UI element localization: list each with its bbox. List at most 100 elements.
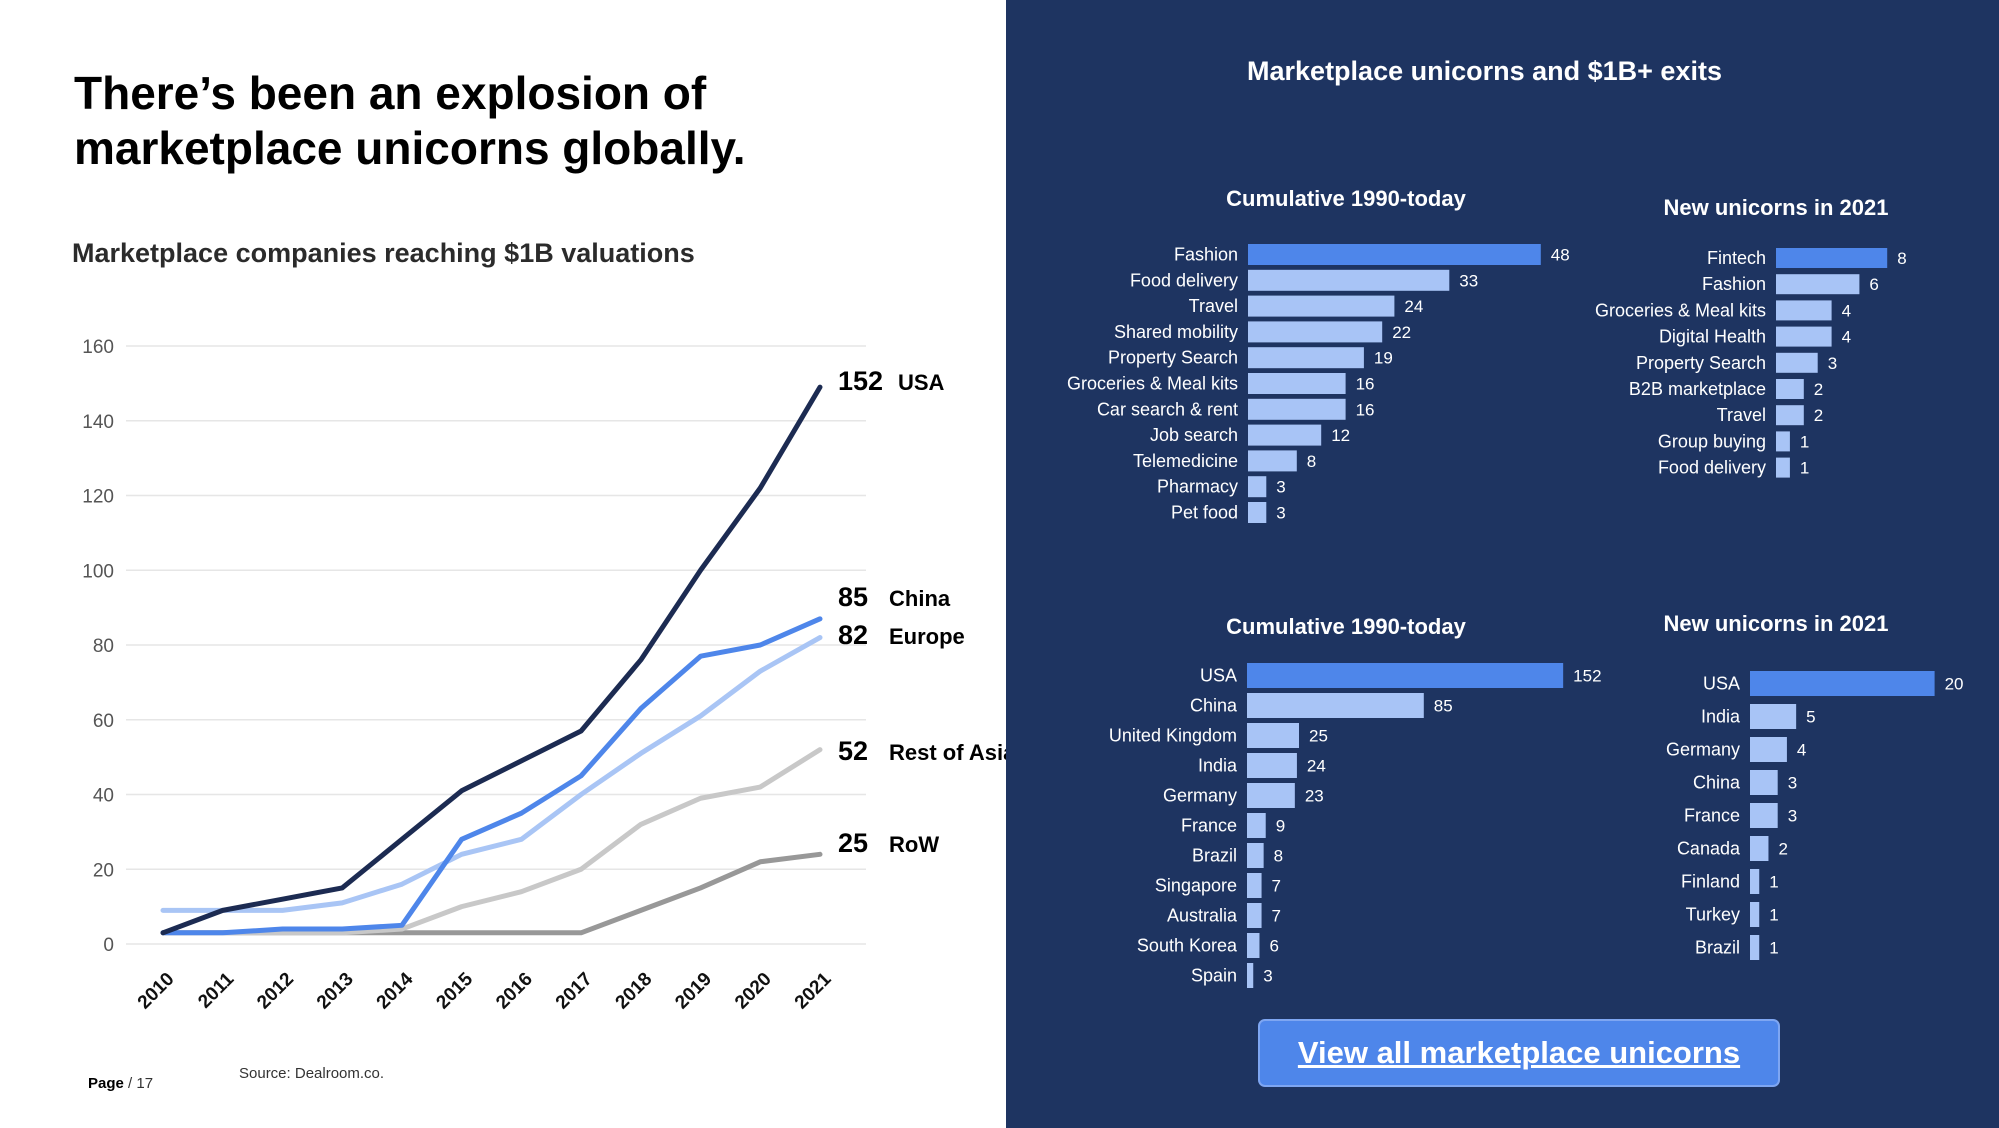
value-label-china: 85 bbox=[1434, 697, 1453, 716]
category-label-india: India bbox=[1198, 756, 1238, 776]
right-panel bbox=[1006, 0, 1999, 1128]
value-label-groceries-meal-kits: 4 bbox=[1842, 301, 1851, 320]
category-label-usa: USA bbox=[1703, 674, 1740, 694]
bar-germany bbox=[1750, 737, 1787, 762]
category-label-food-delivery: Food delivery bbox=[1658, 458, 1766, 478]
bar-travel bbox=[1776, 405, 1804, 426]
bar-spain bbox=[1247, 963, 1254, 988]
value-label-travel: 24 bbox=[1404, 297, 1423, 316]
value-label-china: 3 bbox=[1788, 774, 1797, 793]
value-label-digital-health: 4 bbox=[1842, 328, 1851, 347]
bar-groceries-meal-kits bbox=[1248, 373, 1346, 394]
bar-food-delivery bbox=[1248, 269, 1450, 291]
value-label-groceries-meal-kits: 16 bbox=[1356, 375, 1375, 394]
series-line-europe bbox=[160, 635, 823, 913]
y-tick-label: 80 bbox=[93, 636, 114, 657]
value-label-brazil: 8 bbox=[1274, 847, 1283, 866]
value-label-b2b-marketplace: 2 bbox=[1814, 380, 1823, 399]
category-label-property-search: Property Search bbox=[1636, 353, 1766, 373]
category-label-groceries-meal-kits: Groceries & Meal kits bbox=[1067, 374, 1238, 394]
category-label-spain: Spain bbox=[1191, 966, 1237, 986]
value-label-singapore: 7 bbox=[1272, 877, 1281, 896]
bar-pet-food bbox=[1248, 502, 1267, 523]
series-name-europe: Europe bbox=[889, 624, 965, 649]
category-label-pet-food: Pet food bbox=[1171, 503, 1238, 523]
series-name-row: RoW bbox=[889, 832, 939, 857]
bar-singapore bbox=[1247, 873, 1262, 898]
chart-title-new-sectors: New unicorns in 2021 bbox=[1663, 195, 1889, 220]
value-label-canada: 2 bbox=[1778, 840, 1787, 859]
bar-fashion bbox=[1248, 244, 1541, 265]
category-label-canada: Canada bbox=[1677, 839, 1741, 859]
series-end-value-china: 85 bbox=[838, 582, 868, 612]
value-label-food-delivery: 1 bbox=[1800, 459, 1809, 478]
series-end-value-row: 25 bbox=[838, 828, 868, 858]
category-label-fashion: Fashion bbox=[1702, 274, 1766, 294]
value-label-australia: 7 bbox=[1272, 907, 1281, 926]
value-label-germany: 4 bbox=[1797, 741, 1806, 760]
series-line-china bbox=[160, 616, 823, 936]
bar-turkey bbox=[1750, 902, 1760, 927]
value-label-south-korea: 6 bbox=[1269, 937, 1278, 956]
category-label-shared-mobility: Shared mobility bbox=[1114, 322, 1238, 342]
category-label-france: France bbox=[1181, 816, 1237, 836]
bar-france bbox=[1750, 803, 1778, 828]
value-label-travel: 2 bbox=[1814, 406, 1823, 425]
bar-travel bbox=[1248, 295, 1395, 317]
category-label-travel: Travel bbox=[1189, 296, 1238, 316]
bar-brazil bbox=[1750, 935, 1760, 960]
bar-car-search-rent bbox=[1248, 398, 1346, 420]
bar-france bbox=[1247, 813, 1266, 838]
chart-subtitle: Marketplace companies reaching $1B valua… bbox=[72, 238, 695, 268]
headline: There’s been an explosion of marketplace… bbox=[74, 67, 746, 174]
value-label-france: 9 bbox=[1276, 817, 1285, 836]
bar-canada bbox=[1750, 836, 1769, 861]
bar-united-kingdom bbox=[1247, 723, 1299, 748]
bar-usa bbox=[1750, 671, 1935, 696]
category-label-group-buying: Group buying bbox=[1658, 431, 1766, 451]
value-label-united-kingdom: 25 bbox=[1309, 727, 1328, 746]
category-label-australia: Australia bbox=[1167, 906, 1238, 926]
category-label-india: India bbox=[1701, 707, 1741, 727]
value-label-india: 5 bbox=[1806, 708, 1815, 727]
category-label-turkey: Turkey bbox=[1686, 905, 1740, 925]
value-label-pet-food: 3 bbox=[1276, 504, 1285, 523]
bar-job-search bbox=[1248, 424, 1322, 446]
category-label-fashion: Fashion bbox=[1174, 245, 1238, 265]
category-label-germany: Germany bbox=[1666, 740, 1740, 760]
category-label-finland: Finland bbox=[1681, 872, 1740, 892]
chart-title-cumulative-sectors: Cumulative 1990-today bbox=[1226, 186, 1466, 211]
y-tick-label: 160 bbox=[82, 337, 114, 358]
bar-fintech bbox=[1776, 248, 1888, 268]
value-label-usa: 152 bbox=[1573, 667, 1601, 686]
bar-groceries-meal-kits bbox=[1776, 300, 1832, 321]
bar-property-search bbox=[1248, 347, 1364, 369]
view-all-unicorns-button[interactable]: View all marketplace unicorns bbox=[1258, 1019, 1780, 1087]
category-label-france: France bbox=[1684, 806, 1740, 826]
value-label-job-search: 12 bbox=[1331, 426, 1350, 445]
bar-finland bbox=[1750, 869, 1760, 894]
series-name-rest-of-asia: Rest of Asia bbox=[889, 740, 1006, 765]
value-label-finland: 1 bbox=[1769, 873, 1778, 892]
value-label-shared-mobility: 22 bbox=[1392, 323, 1411, 342]
category-label-car-search-rent: Car search & rent bbox=[1097, 399, 1238, 419]
bar-telemedicine bbox=[1248, 450, 1297, 472]
category-label-brazil: Brazil bbox=[1695, 938, 1740, 958]
category-label-pharmacy: Pharmacy bbox=[1157, 477, 1238, 497]
category-label-south-korea: South Korea bbox=[1137, 936, 1238, 956]
bar-group-buying bbox=[1776, 431, 1790, 452]
category-label-food-delivery: Food delivery bbox=[1130, 270, 1238, 290]
y-tick-label: 40 bbox=[93, 786, 114, 807]
view-all-unicorns-label[interactable]: View all marketplace unicorns bbox=[1297, 1035, 1741, 1070]
source-note: Source: Dealroom.co. bbox=[239, 1065, 385, 1082]
y-tick-label: 60 bbox=[93, 711, 114, 732]
series-end-value-europe: 82 bbox=[838, 620, 868, 650]
value-label-brazil: 1 bbox=[1769, 939, 1778, 958]
series-line-usa bbox=[160, 384, 823, 936]
value-label-pharmacy: 3 bbox=[1276, 478, 1285, 497]
bar-pharmacy bbox=[1248, 476, 1267, 498]
page-number: Page / 17 bbox=[88, 1075, 154, 1092]
bar-germany bbox=[1247, 783, 1295, 808]
